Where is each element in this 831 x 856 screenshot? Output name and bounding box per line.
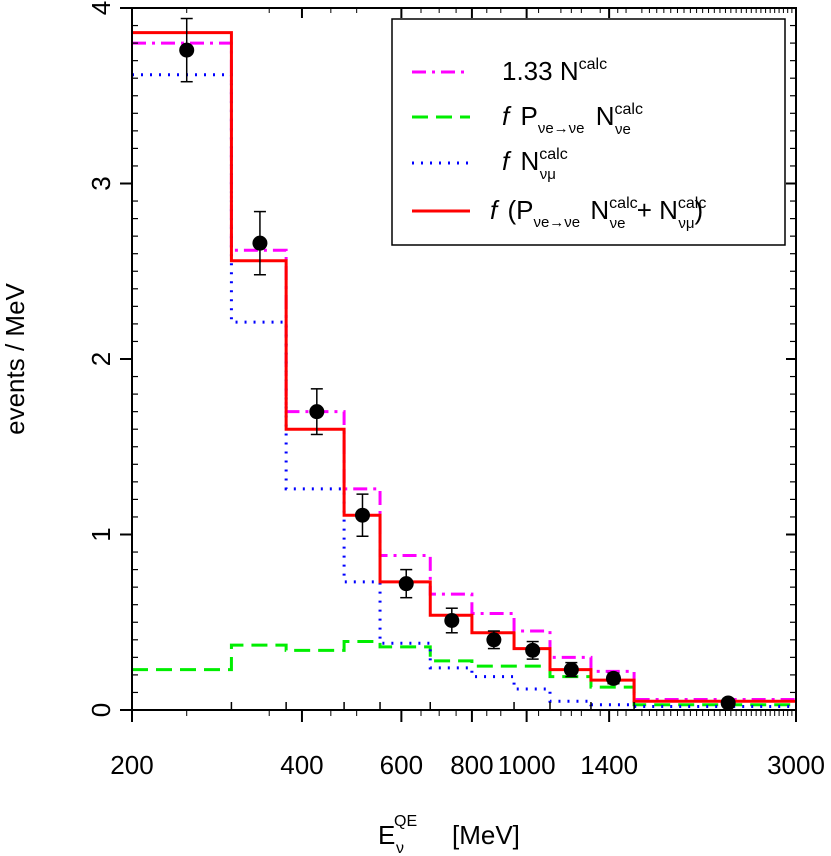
legend-label-3: f (Pνe→νe Ncalc νe + Ncalc νμ) — [490, 195, 706, 234]
legend-label-2: f Ncalc νμ — [502, 146, 568, 183]
data-point — [605, 670, 621, 686]
x-axis-title-sup: QE — [394, 813, 417, 830]
data-point — [563, 662, 579, 678]
x-tick-label: 600 — [380, 750, 423, 780]
data-point — [354, 507, 370, 523]
data-point — [309, 404, 325, 420]
legend: 1.33 Ncalc f Pνe→νe Ncalc νe f Ncalc νμ f … — [391, 18, 786, 246]
x-tick-label: 800 — [450, 750, 493, 780]
data-point — [398, 576, 414, 592]
y-tick-label: 2 — [86, 352, 116, 366]
y-axis-title: events / MeV — [0, 282, 30, 434]
x-tick-label: 200 — [110, 750, 153, 780]
x-axis-title-symbol: E — [378, 820, 395, 850]
data-points-layer — [179, 17, 736, 711]
data-point — [444, 612, 460, 628]
legend-box — [391, 18, 786, 246]
y-tick-label: 0 — [86, 703, 116, 717]
y-tick-label: 1 — [86, 527, 116, 541]
x-axis-title-sub: ν — [396, 840, 404, 856]
x-axis-title-unit: [MeV] — [452, 820, 520, 850]
data-point — [720, 695, 736, 711]
data-point — [179, 42, 195, 58]
x-tick-label: 1400 — [580, 750, 638, 780]
green-series — [132, 640, 796, 707]
y-tick-label: 4 — [86, 1, 116, 15]
y-tick-label: 3 — [86, 176, 116, 190]
legend-label-1: f Pνe→νe Ncalc νe — [502, 101, 643, 139]
x-tick-label: 3000 — [767, 750, 825, 780]
x-tick-label: 400 — [280, 750, 323, 780]
x-axis-title: E ν QE [MeV] — [378, 813, 520, 856]
data-point — [525, 642, 541, 658]
data-point — [252, 235, 268, 251]
data-point — [486, 632, 502, 648]
x-axis: 200 400 600 800 1000 1400 3000 — [110, 8, 825, 780]
legend-label-0: 1.33 Ncalc — [502, 56, 607, 86]
x-tick-label: 1000 — [498, 750, 556, 780]
y-axis: 0 1 2 3 4 — [86, 1, 796, 717]
